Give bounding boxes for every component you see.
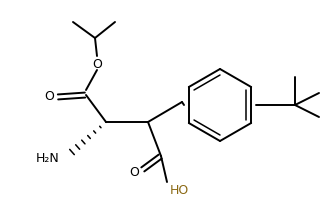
Text: O: O: [129, 166, 139, 178]
Text: H₂N: H₂N: [36, 152, 60, 164]
Text: O: O: [92, 58, 102, 71]
Text: O: O: [44, 90, 54, 104]
Text: HO: HO: [170, 184, 189, 196]
